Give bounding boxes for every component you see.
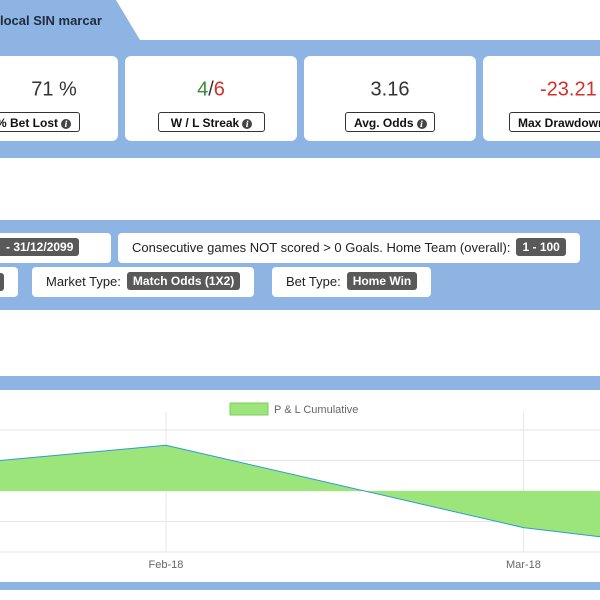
- stat-card-max-drawdown: -23.21 Max Drawdown: [483, 56, 600, 141]
- pnl-area: [0, 445, 600, 537]
- max-drawdown-label: Max Drawdown: [518, 116, 600, 130]
- avg-odds-value: 3.16: [370, 78, 410, 101]
- stat-card-avg-odds: 3.16 Avg. Odds i: [304, 56, 476, 141]
- chart-x-axis: Feb-18 Mar-18: [149, 559, 541, 571]
- stats-panel: 71 % % Bet Lost i 4/6 W / L Streak i 3.16 …: [0, 40, 600, 158]
- wl-streak-label-button[interactable]: W / L Streak i: [158, 112, 265, 132]
- market-type-badge: Match Odds (1X2): [126, 272, 241, 290]
- bet-type-filter[interactable]: Bet Type: Home Win: [272, 267, 432, 297]
- chart-panel: Feb-18 Mar-18 P & L Cumulative: [0, 376, 600, 590]
- pnl-line[interactable]: [0, 444, 600, 538]
- date-range-filter[interactable]: - 31/12/2099: [0, 233, 111, 263]
- consecutive-games-filter[interactable]: Consecutive games NOT scored > 0 Goals. …: [118, 233, 580, 263]
- filters-panel: - 31/12/2099 Consecutive games NOT score…: [0, 220, 600, 310]
- legend-label[interactable]: P & L Cumulative: [274, 404, 358, 416]
- info-icon[interactable]: i: [61, 119, 72, 129]
- stat-card-wl-streak: 4/6 W / L Streak i: [125, 56, 297, 141]
- bet-lost-value: 71 %: [31, 78, 77, 101]
- bet-lost-label-button[interactable]: % Bet Lost i: [0, 112, 81, 132]
- consecutive-games-label: Consecutive games NOT scored > 0 Goals. …: [132, 240, 511, 255]
- chart-legend[interactable]: P & L Cumulative: [229, 402, 358, 416]
- legend-swatch[interactable]: [229, 402, 269, 416]
- pnl-chart-svg: Feb-18 Mar-18 P & L Cumulative: [0, 402, 600, 571]
- wl-streak-label: W / L Streak: [170, 116, 240, 130]
- loss-streak: 6: [213, 78, 225, 101]
- bet-lost-label: % Bet Lost: [0, 116, 59, 130]
- page-title-tab: local SIN marcar: [0, 0, 140, 40]
- consecutive-games-badge: 1 - 100: [516, 238, 566, 256]
- x-tick-label: Mar-18: [506, 559, 541, 571]
- stat-card-bet-lost: 71 % % Bet Lost i: [0, 56, 118, 141]
- partial-filter-chip[interactable]: [0, 267, 18, 297]
- max-drawdown-label-button[interactable]: Max Drawdown: [509, 112, 600, 132]
- partial-filter-badge: [0, 273, 4, 291]
- wl-streak-value: 4/6: [125, 79, 297, 102]
- max-drawdown-value: -23.21: [540, 78, 597, 101]
- market-type-label: Market Type:: [46, 274, 121, 289]
- win-streak: 4: [197, 78, 209, 101]
- x-tick-label: Feb-18: [149, 559, 184, 571]
- avg-odds-label: Avg. Odds: [354, 116, 414, 130]
- bet-type-label: Bet Type:: [286, 274, 341, 289]
- streak-separator: /: [208, 78, 214, 101]
- date-range-badge: - 31/12/2099: [0, 238, 80, 256]
- pnl-chart: Feb-18 Mar-18 P & L Cumulative: [0, 390, 600, 582]
- chart-series: [0, 444, 600, 538]
- bet-type-badge: Home Win: [346, 272, 418, 290]
- info-icon[interactable]: i: [242, 119, 253, 129]
- page-title: local SIN marcar: [0, 13, 102, 28]
- market-type-filter[interactable]: Market Type: Match Odds (1X2): [32, 267, 255, 297]
- avg-odds-label-button[interactable]: Avg. Odds i: [345, 112, 435, 132]
- info-icon[interactable]: i: [416, 119, 427, 129]
